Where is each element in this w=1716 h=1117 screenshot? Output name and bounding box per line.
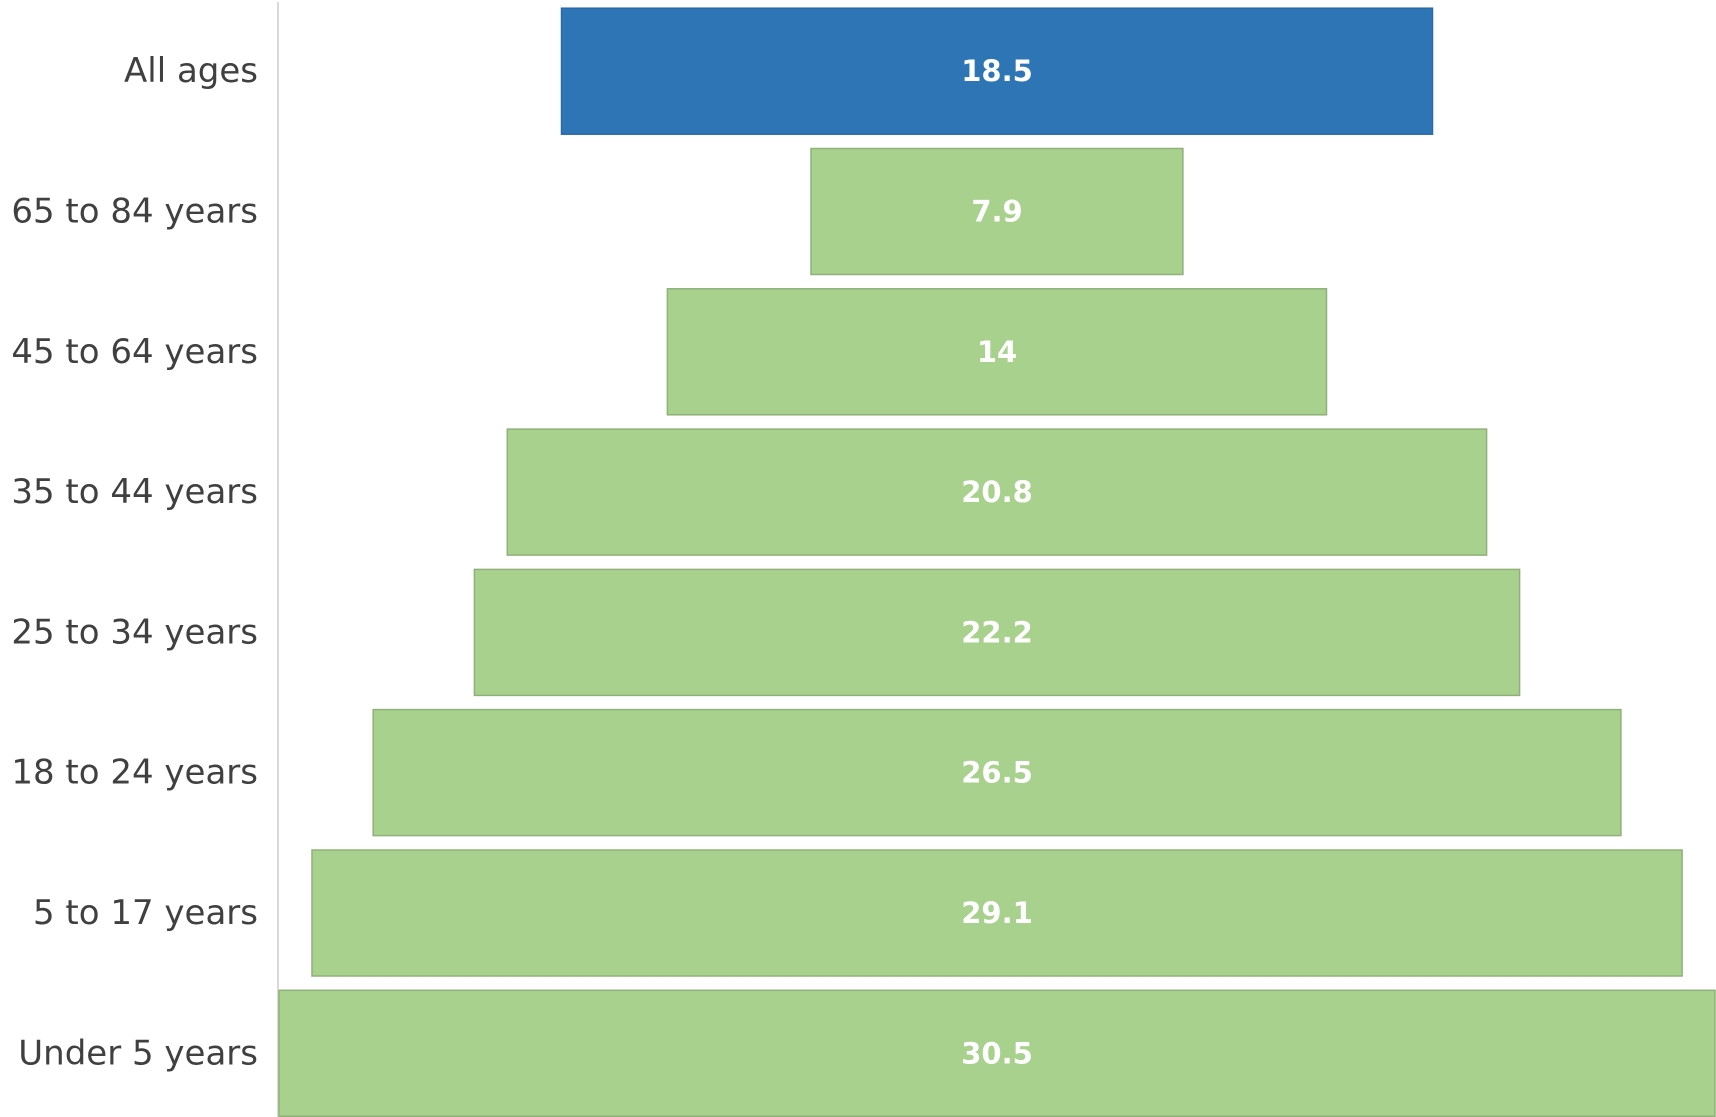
bar-2 (666, 288, 1328, 416)
bar-3 (506, 428, 1488, 556)
category-label-4: 25 to 34 years (11, 612, 258, 652)
category-label-5: 18 to 24 years (11, 753, 258, 793)
category-label-6: 5 to 17 years (33, 893, 258, 933)
category-label-2: 45 to 64 years (11, 332, 258, 372)
value-labels-group: 18.5 7.9 14 20.8 22.2 26.5 29.1 30.5 (961, 54, 1033, 1070)
value-label-1: 7.9 (971, 194, 1022, 228)
bar-6 (311, 849, 1683, 977)
category-labels-group: All ages 65 to 84 years 45 to 64 years 35 t… (11, 51, 258, 1073)
value-label-4: 22.2 (961, 615, 1033, 649)
category-label-1: 65 to 84 years (11, 191, 258, 231)
bar-4 (473, 568, 1521, 697)
value-label-5: 26.5 (961, 756, 1033, 790)
category-label-3: 35 to 44 years (11, 472, 258, 512)
value-label-2: 14 (977, 335, 1017, 369)
value-label-7: 30.5 (961, 1036, 1033, 1070)
category-label-0: All ages (124, 51, 258, 91)
bar-7 (278, 989, 1716, 1117)
value-label-3: 20.8 (961, 475, 1033, 509)
bar-1 (810, 147, 1184, 276)
value-label-6: 29.1 (961, 896, 1033, 930)
bar-0 (560, 7, 1434, 135)
bar-5 (372, 708, 1622, 837)
bars-group (278, 7, 1716, 1117)
category-label-7: Under 5 years (18, 1033, 258, 1073)
value-label-0: 18.5 (961, 54, 1033, 88)
